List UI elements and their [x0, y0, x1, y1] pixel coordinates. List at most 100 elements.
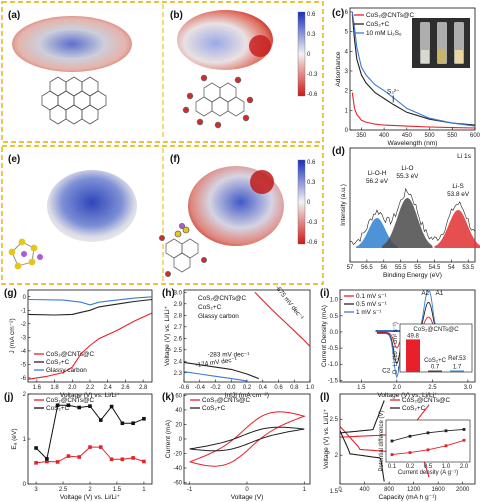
series-line-c: [351, 13, 476, 126]
inset-y-label: Potential difference (V): [379, 411, 385, 472]
inset-point: [444, 429, 448, 433]
panel-label-d: (d): [332, 146, 345, 157]
colorbar-tick: 0.3: [307, 180, 316, 186]
inset-x-tick: 0.5: [424, 464, 433, 470]
y-tick-label: 2.7: [174, 325, 183, 331]
y-tick-label: -2: [21, 322, 27, 328]
plot-frame: [339, 393, 476, 485]
x-tick-label: 0.2: [243, 385, 252, 391]
x-tick-label: 1: [142, 487, 146, 493]
series-line-c: [351, 92, 476, 129]
x-tick-label: 2.0: [393, 385, 402, 391]
colorbar-tick: -0.3: [307, 72, 318, 78]
y-axis-label: Voltage (V) vs. Li/Li⁺: [323, 408, 330, 469]
annotation-s3: S₃²⁻: [387, 88, 399, 95]
esp-surface-b: [177, 10, 273, 70]
series-line-j: [35, 404, 145, 460]
inset-title: CoS₂@CNTs@C: [413, 327, 459, 333]
y-tick-label: 1.0: [330, 298, 339, 304]
chart-h: -0.6 -0.4 -0.2 0.0 0.2 0.4 0.6 0.8 1.0 2.3 2.4 2.5 2…: [164, 284, 315, 399]
y-tick-label: 0.0: [330, 330, 339, 336]
y-tick-label: -60: [173, 481, 182, 487]
inset-point: [462, 428, 466, 431]
colorbar-tick: 0.6: [307, 160, 316, 166]
y-tick-label: 2: [23, 392, 27, 398]
legend-entry: CoS₂+C: [198, 304, 222, 311]
x-tick-label: 2.5: [59, 487, 68, 493]
inset-x-tick: 1.0: [442, 464, 451, 470]
vial-liquid: [421, 50, 429, 63]
peak-li-o: [382, 198, 433, 248]
y-axis-label: Current (mA): [165, 420, 172, 458]
x-tick-label: 55: [414, 265, 421, 271]
x-tick-label: 0.0: [227, 385, 236, 391]
y-tick-label: -3: [21, 335, 27, 341]
molecule-adsorbed-f: [158, 222, 207, 277]
x-tick-label: 550: [447, 133, 458, 139]
x-tick-label: 2: [88, 487, 92, 493]
box-border-ef: [1, 145, 324, 285]
x-tick-label: 600: [470, 133, 480, 139]
peak-li-s: [434, 210, 480, 248]
data-point: [109, 457, 114, 462]
inset-bar: [450, 370, 464, 372]
colorbar-top: 0.6 0.3 0 -0.3 -0.6: [297, 11, 318, 98]
inset-point: [390, 439, 394, 443]
plot-frame: [349, 7, 476, 131]
x-tick-label: 54.5: [429, 265, 441, 271]
y-tick-label: -4: [21, 349, 27, 355]
y-tick-label: 3: [345, 69, 349, 75]
x-tick-label: 2.4: [104, 385, 113, 391]
x-tick-label: 2.0: [68, 385, 77, 391]
series-line-h: [183, 361, 259, 380]
y-tick-label: -0.5: [328, 346, 339, 352]
raw-spectrum: [349, 187, 476, 245]
x-tick-label: 54: [448, 265, 455, 271]
slope-label: -283 mV dec⁻¹: [208, 352, 250, 359]
x-axis-label: Capacity (mA h g⁻¹): [378, 494, 436, 501]
y-tick-label: -5: [21, 362, 27, 368]
y-tick-label: 0.5: [330, 314, 339, 320]
data-point: [55, 403, 60, 408]
inset-point: [408, 434, 412, 438]
x-tick-label: 500: [425, 133, 436, 139]
data-point: [66, 403, 71, 408]
panel-e: [8, 170, 137, 270]
panel-label-j: (j): [4, 392, 13, 403]
colorbar-bottom: 0.6 0.3 0 -0.3 -0.6: [297, 159, 318, 246]
chart-g: 1.6 1.8 2.0 2.2 2.4 2.6 2.8 0 -1 -2 -3 -4 -5 -6 Voltag…: [9, 289, 153, 399]
y-tick-label: 5: [345, 30, 349, 36]
peak-label: A2: [421, 290, 429, 297]
vial-liquid: [438, 50, 446, 63]
vial-liquid: [455, 50, 463, 63]
x-tick-label: 1200: [407, 487, 421, 493]
inset-bar-value: 0.7: [431, 365, 440, 371]
y-tick-label: 0: [345, 128, 349, 134]
inset-bar-value: 49.8: [407, 333, 419, 339]
peak-value: 55.3 eV: [396, 173, 419, 180]
chart-k: -1 0 1 60 40 20 0 -20 -40 -60 Voltage (V) Current (…: [165, 393, 311, 501]
data-point: [109, 404, 114, 409]
series-line-j: [36, 446, 145, 464]
panel-label-a: (a): [8, 10, 20, 21]
x-tick-label: -0.2: [210, 385, 221, 391]
data-point: [131, 456, 135, 460]
x-axis-label: Voltage (V) vs. Li/Li⁺: [377, 392, 438, 399]
data-point: [88, 404, 92, 408]
x-tick-label: 2.6: [121, 385, 130, 391]
data-point: [77, 405, 82, 410]
data-point: [131, 421, 135, 426]
series-line-c: [351, 11, 476, 127]
inset-category: Ref.53: [448, 356, 466, 362]
x-axis-label: ln|J| (mA cm⁻²): [225, 392, 269, 399]
y-tick-label: 2: [345, 89, 349, 95]
x-tick-label: 56: [380, 265, 387, 271]
box-border-ab: [1, 1, 324, 143]
inset-x-tick: 0.2: [406, 464, 415, 470]
x-tick-label: 56.5: [361, 265, 373, 271]
y-tick-label: 1.5: [330, 489, 339, 495]
peak-label: A1: [436, 290, 444, 297]
x-tick-label: 2.8: [139, 385, 148, 391]
panel-label-e: (e): [8, 154, 20, 165]
